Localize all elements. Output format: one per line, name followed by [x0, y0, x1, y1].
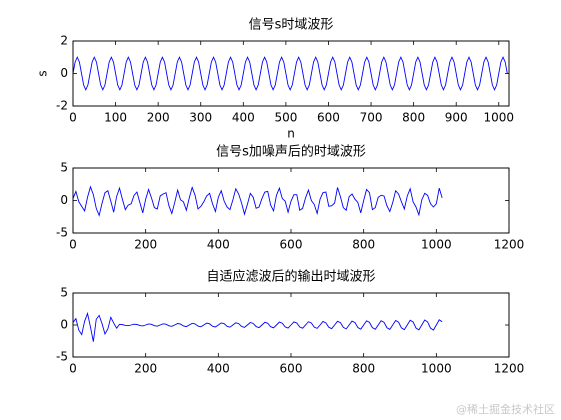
y-tick-label: 2	[60, 34, 68, 48]
x-tick-label: 1000	[421, 362, 452, 376]
x-tick-label: 800	[402, 111, 425, 125]
y-tick-label: -2	[56, 99, 68, 113]
x-tick-label: 200	[134, 238, 157, 252]
y-tick-label: 0	[60, 193, 68, 207]
x-tick-label: 1200	[494, 238, 525, 252]
x-tick-label: 500	[274, 111, 297, 125]
x-tick-label: 600	[280, 362, 303, 376]
x-tick-label: 600	[280, 238, 303, 252]
x-tick-label: 0	[69, 362, 77, 376]
x-tick-label: 700	[360, 111, 383, 125]
watermark: @稀土掘金技术社区	[456, 402, 555, 416]
axes-box	[72, 40, 510, 107]
y-tick-label: 5	[60, 286, 68, 300]
chart-title: 信号s加噪声后的时域波形	[216, 144, 366, 160]
y-tick-label: -5	[56, 350, 68, 364]
chart-title: 自适应滤波后的输出时域波形	[206, 269, 375, 285]
x-tick-label: 1200	[494, 362, 525, 376]
signal-line	[72, 56, 508, 91]
signal-line	[72, 311, 443, 342]
x-tick-label: 300	[189, 111, 212, 125]
x-tick-label: 400	[207, 238, 230, 252]
y-tick-label: 0	[60, 66, 68, 80]
x-tick-label: 400	[232, 111, 255, 125]
x-axis-label: n	[287, 127, 295, 141]
x-tick-label: 0	[69, 111, 77, 125]
signal-line	[72, 185, 443, 217]
y-tick-label: -5	[56, 226, 68, 240]
x-tick-label: 900	[445, 111, 468, 125]
x-tick-label: 0	[69, 238, 77, 252]
chart-title: 信号s时域波形	[249, 18, 334, 33]
x-tick-label: 100	[104, 111, 127, 125]
x-tick-label: 800	[352, 238, 375, 252]
x-tick-label: 1000	[421, 238, 452, 252]
y-tick-label: 5	[60, 161, 68, 175]
x-tick-label: 1000	[484, 111, 515, 125]
x-tick-label: 200	[134, 362, 157, 376]
y-axis-label: s	[36, 70, 50, 76]
x-tick-label: 600	[317, 111, 340, 125]
x-tick-label: 800	[352, 362, 375, 376]
x-tick-label: 200	[147, 111, 170, 125]
x-tick-label: 400	[207, 362, 230, 376]
y-tick-label: 0	[60, 318, 68, 332]
